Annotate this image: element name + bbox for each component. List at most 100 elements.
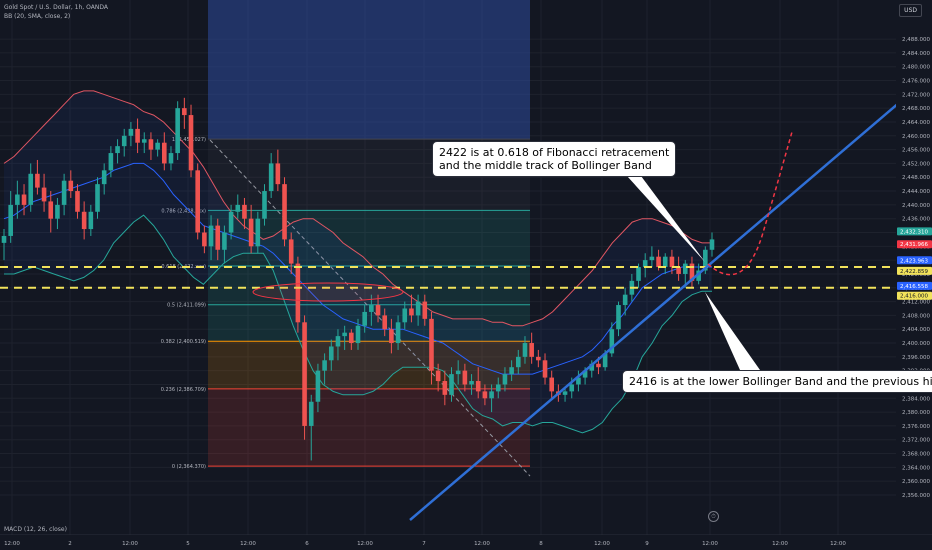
candle-body [342, 332, 347, 337]
candle-body [636, 267, 641, 281]
candle-body [362, 311, 367, 326]
price-tick-label: 2,380.000 [902, 410, 930, 416]
candle-body [689, 263, 695, 281]
price-tick-label: 2,404.000 [902, 327, 930, 333]
candle-body [429, 318, 434, 371]
candle-body [115, 146, 120, 154]
candle-body [288, 239, 294, 264]
candle-body [642, 260, 648, 268]
candle-body [282, 184, 287, 240]
price-tick-label: 2,408.000 [902, 313, 930, 319]
price-label-text: 2,431.966 [900, 242, 928, 248]
price-label-text: 2,416.558 [900, 284, 928, 290]
candle-body [242, 204, 247, 219]
candle-body [569, 384, 575, 392]
candle-body [529, 343, 534, 357]
candle-body [382, 315, 388, 330]
candle-body [41, 187, 47, 202]
candle-body [148, 139, 154, 150]
price-tick-label: 2,356.000 [902, 493, 930, 499]
price-label-text: 2,432.310 [900, 229, 928, 235]
time-tick-label: 12:00 [772, 541, 788, 547]
candle-body [235, 204, 241, 212]
price-tick-label: 2,368.000 [902, 452, 930, 458]
price-tick-label: 2,460.000 [902, 134, 930, 140]
candle-body [542, 360, 548, 378]
price-tick-label: 2,464.000 [902, 120, 930, 126]
candle-body [61, 180, 67, 205]
candle-body [28, 173, 34, 205]
candle-body [662, 256, 668, 268]
currency-badge[interactable]: USD [899, 4, 922, 17]
callout-fib-0618[interactable]: 2422 is at 0.618 of Fibonacci retracemen… [432, 141, 677, 177]
drawings[interactable] [0, 101, 901, 521]
price-label-bg [897, 256, 932, 265]
candle-body [128, 128, 134, 136]
candles [1, 97, 715, 461]
candle-body [509, 367, 514, 375]
candle-body [549, 377, 554, 392]
candle-body [15, 194, 20, 205]
price-tick-label: 2,372.000 [902, 438, 930, 444]
candle-body [155, 142, 160, 150]
candle-body [215, 225, 221, 250]
price-label-text: 2,422.859 [900, 269, 928, 275]
time-axis[interactable]: 12:00 2 12:00 5 12:00 6 12:00 7 12:00 8 12:00 9 12:0… [0, 534, 932, 550]
price-axis-bg [896, 0, 932, 550]
candle-body [442, 381, 448, 395]
candle-body [649, 256, 655, 261]
fib-level-label: 0.236 (2,386.709) [161, 387, 206, 393]
candle-body [696, 270, 701, 281]
price-label-bg [897, 281, 932, 290]
time-tick-label: 12:00 [830, 541, 846, 547]
candle-body [75, 191, 80, 212]
candle-body [435, 370, 441, 382]
fib-level-label: 0.786 (2,438.xxx) [161, 208, 206, 214]
time-tick-label: 6 [305, 541, 309, 547]
fibonacci-retracement[interactable]: 1 (2,459.027)0.786 (2,438.xxx)0.618 (2,4… [161, 0, 531, 477]
candle-body [596, 363, 601, 368]
candle-body [195, 170, 200, 233]
callout-fib-line1: 2422 is at 0.618 of Fibonacci retracemen… [439, 146, 670, 159]
candle-body [262, 191, 267, 219]
forecast-curve [707, 131, 793, 276]
ascending-trendline [409, 101, 901, 521]
bb-fill [4, 90, 712, 433]
candle-body [489, 391, 494, 399]
price-tick-label: 2,420.000 [902, 272, 930, 278]
price-tick-label: 2,452.000 [902, 161, 930, 167]
candle-body [409, 308, 414, 316]
callout-lower-band[interactable]: 2416 is at the lower Bollinger Band and … [622, 370, 932, 393]
clock-icon[interactable]: ⏱ [708, 511, 719, 522]
candle-body [1, 235, 7, 243]
price-tick-label: 2,468.000 [902, 106, 930, 112]
bb-upper [3, 90, 712, 327]
candle-body [522, 343, 528, 357]
candle-body [616, 305, 621, 330]
price-label-text: 2,423.963 [900, 258, 928, 264]
candle-body [81, 211, 87, 230]
callout-lower-band-text: 2416 is at the lower Bollinger Band and … [629, 375, 932, 388]
candle-body [415, 301, 421, 316]
candle-body [108, 153, 114, 171]
fib-band [208, 266, 530, 305]
candle-body [536, 356, 541, 361]
time-tick-label: 9 [645, 541, 649, 547]
indicator-legend: BB (20, SMA, close, 2) [4, 13, 71, 20]
candle-body [335, 336, 341, 347]
candle-body [455, 370, 461, 375]
candle-body [228, 211, 234, 233]
candle-body [302, 322, 307, 426]
time-tick-label: 12:00 [4, 541, 20, 547]
candle-body [609, 329, 615, 354]
time-tick-label: 8 [539, 541, 543, 547]
fib-level-label: 0.5 (2,411.099) [167, 303, 206, 309]
candle-body [141, 139, 147, 143]
candle-body [355, 325, 361, 344]
candle-body [349, 332, 354, 344]
price-axis[interactable]: 2,356.000 2,360.000 2,364.000 2,368.000 2,37… [896, 0, 932, 550]
candle-body [95, 184, 100, 212]
price-tick-label: 2,456.000 [902, 148, 930, 154]
price-tick-label: 2,448.000 [902, 175, 930, 181]
